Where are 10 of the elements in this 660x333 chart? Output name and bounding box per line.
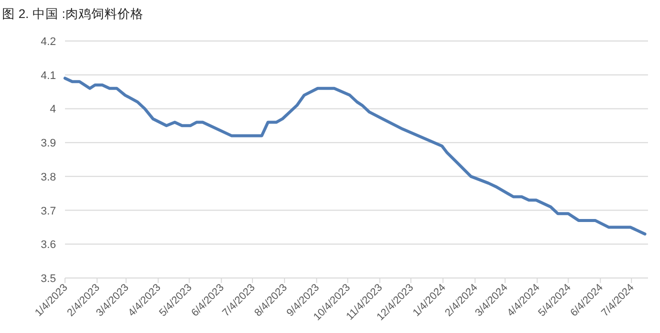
y-tick-label: 4	[50, 104, 56, 116]
y-tick-label: 3.6	[40, 239, 56, 252]
y-tick-label: 4.1	[40, 70, 56, 82]
y-tick-label: 3.8	[40, 171, 56, 184]
y-tick-label: 3.7	[40, 205, 56, 218]
y-tick-label: 3.5	[40, 273, 56, 285]
y-tick-label: 3.9	[40, 138, 56, 150]
chart-title: 图 2. 中国 :肉鸡饲料价格	[2, 7, 144, 21]
line-series	[64, 76, 646, 236]
y-tick-label: 4.2	[40, 36, 56, 48]
